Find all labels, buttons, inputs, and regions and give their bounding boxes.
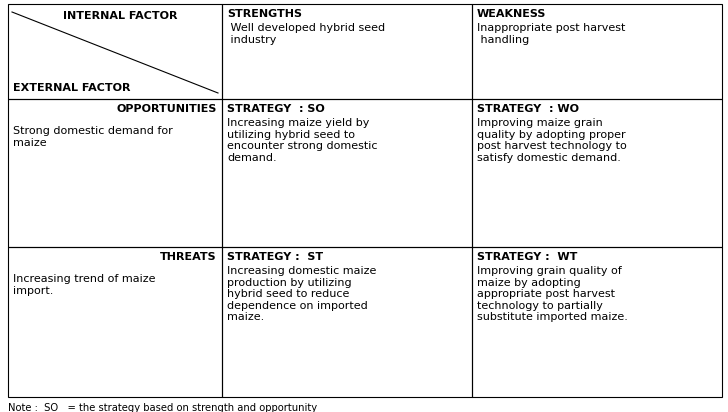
Text: Increasing domestic maize
production by utilizing
hybrid seed to reduce
dependen: Increasing domestic maize production by …	[227, 266, 376, 323]
Text: Note :  SO   = the strategy based on strength and opportunity: Note : SO = the strategy based on streng…	[8, 403, 317, 412]
Bar	[222, 4, 472, 99]
Text: Inappropriate post harvest
 handling: Inappropriate post harvest handling	[477, 23, 625, 44]
Bar	[8, 247, 222, 397]
Bar	[8, 99, 222, 247]
Bar	[472, 4, 722, 99]
Text: STRATEGY  : SO: STRATEGY : SO	[227, 104, 325, 114]
Bar	[8, 4, 222, 99]
Text: THREATS: THREATS	[160, 252, 217, 262]
Bar	[222, 247, 472, 397]
Text: STRATEGY :  ST: STRATEGY : ST	[227, 252, 323, 262]
Bar	[472, 99, 722, 247]
Text: EXTERNAL FACTOR: EXTERNAL FACTOR	[13, 83, 130, 93]
Text: Increasing maize yield by
utilizing hybrid seed to
encounter strong domestic
dem: Increasing maize yield by utilizing hybr…	[227, 118, 378, 163]
Text: STRENGTHS: STRENGTHS	[227, 9, 302, 19]
Bar	[222, 99, 472, 247]
Text: Improving grain quality of
maize by adopting
appropriate post harvest
technology: Improving grain quality of maize by adop…	[477, 266, 628, 323]
Text: Strong domestic demand for
maize: Strong domestic demand for maize	[13, 126, 173, 147]
Text: Improving maize grain
quality by adopting proper
post harvest technology to
sati: Improving maize grain quality by adoptin…	[477, 118, 627, 163]
Text: Increasing trend of maize
import.: Increasing trend of maize import.	[13, 274, 156, 295]
Bar	[472, 247, 722, 397]
Text: Well developed hybrid seed
 industry: Well developed hybrid seed industry	[227, 23, 385, 44]
Text: STRATEGY :  WT: STRATEGY : WT	[477, 252, 577, 262]
Text: WEAKNESS: WEAKNESS	[477, 9, 547, 19]
Text: INTERNAL FACTOR: INTERNAL FACTOR	[63, 11, 178, 21]
Text: STRATEGY  : WO: STRATEGY : WO	[477, 104, 579, 114]
Text: OPPORTUNITIES: OPPORTUNITIES	[116, 104, 217, 114]
